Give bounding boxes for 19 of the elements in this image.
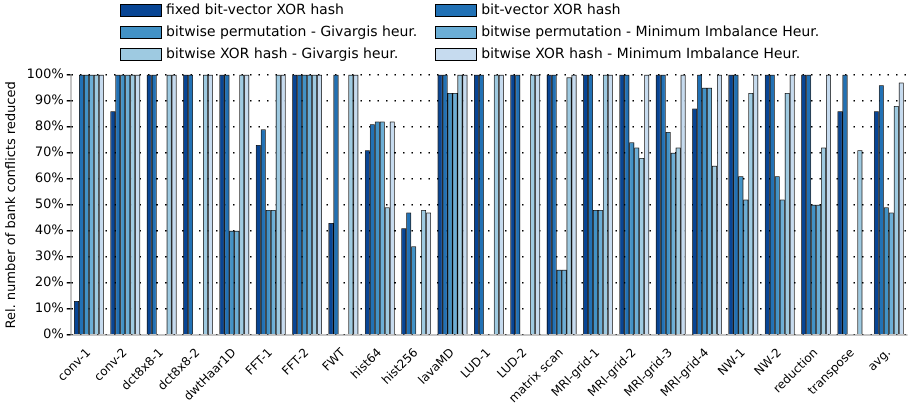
legend-label: bit-vector XOR hash [481,2,621,18]
y-tick-label: 0% [43,327,64,342]
y-tick-label: 20% [34,275,64,290]
y-tick-label: 40% [34,223,64,238]
y-tick-label: 30% [34,249,64,264]
y-tick-label: 100% [26,67,64,82]
y-axis-title: Rel. number of bank conflicts reduced [4,81,20,328]
y-tick-label: 60% [34,171,64,186]
y-tick-label: 50% [34,197,64,212]
y-tick-label: 10% [34,301,64,316]
legend-label: fixed bit-vector XOR hash [166,2,344,18]
legend-label: bitwise XOR hash - Givargis heur. [166,46,398,62]
legend-label: bitwise XOR hash - Minimum Imbalance Heur. [481,46,800,62]
legend-label: bitwise permutation - Givargis heur. [166,24,418,40]
y-tick-label: 80% [34,119,64,134]
y-tick-label: 90% [34,93,64,108]
y-tick-label: 70% [34,145,64,160]
legend-label: bitwise permutation - Minimum Imbalance Heur. [481,24,820,40]
x-tick-label: avg. [864,345,894,374]
